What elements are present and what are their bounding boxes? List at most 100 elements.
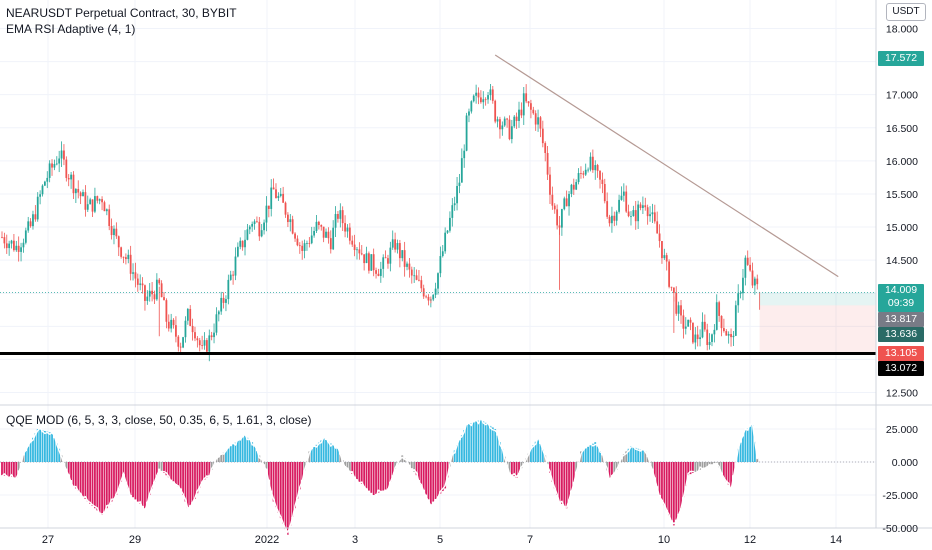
qqe-bar [272,462,275,502]
candle [213,332,215,338]
candle [510,126,513,140]
qqe-bar [699,462,701,470]
qqe-bar [410,462,413,469]
candle [308,243,311,244]
qqe-bar [446,462,449,478]
candle [556,209,559,226]
candle [446,230,449,233]
candle [734,305,737,336]
qqe-bar [451,455,454,462]
candle [17,245,20,252]
qqe-bar [551,462,554,482]
candle [496,119,499,122]
candle [372,254,375,271]
indicator-legend[interactable]: EMA RSI Adaptive (4, 1) [6,22,136,36]
qqe-bar [591,443,594,462]
qqe-bar [663,462,666,506]
qqe-bar [368,462,370,491]
qqe-bar [53,438,56,462]
qqe-bar [205,462,208,478]
qqe-bar [484,422,487,462]
price-tick-label: 15.000 [886,222,918,234]
qqe-bar [8,462,11,477]
candle [687,319,690,327]
candle [158,279,161,284]
candle [160,283,163,298]
candle [236,246,239,257]
candle [410,269,413,276]
qqe-bar [308,451,311,462]
qqe-bar [241,437,244,462]
currency-unit-button[interactable]: USDT [886,3,926,21]
candle [32,214,34,227]
qqe-legend[interactable]: QQE MOD (6, 5, 3, 3, close, 50, 0.35, 6,… [6,413,312,427]
candle [630,216,632,217]
candle [24,230,27,243]
candle [587,169,589,171]
candle [580,173,582,174]
qqe-bar [661,462,663,501]
symbol-legend[interactable]: NEARUSDT Perpetual Contract, 30, BYBIT [6,6,237,20]
qqe-bar [746,428,749,462]
qqe-bar [568,462,570,500]
candle [146,296,149,301]
qqe-bar [489,425,492,462]
candle [179,346,182,348]
candle [558,225,561,228]
candle [675,292,678,314]
qqe-bar [91,462,94,506]
qqe-bar [141,462,144,506]
qqe-bar [751,425,754,462]
qqe-bar [191,462,194,503]
qqe-bar [518,462,520,473]
candle [1,236,3,238]
candle [699,337,701,340]
qqe-bar [79,462,82,494]
candle [701,321,704,338]
candle [672,287,675,293]
last-price: 14.009 [884,284,918,296]
candle [351,240,354,245]
candle [694,334,697,343]
qqe-bar [522,462,525,464]
qqe-bar [739,442,742,462]
qqe-bar [329,443,332,462]
candle [389,247,392,264]
qqe-bar [479,419,482,462]
candle [248,226,251,230]
candle [689,319,692,323]
candle [5,243,8,249]
qqe-bar [124,462,127,482]
qqe-bar [742,436,744,462]
candle [163,297,165,301]
qqe-bar [708,462,711,466]
candle [403,250,406,267]
candle [544,143,547,154]
candle [101,199,103,203]
qqe-bar [98,462,101,513]
candle [706,329,709,345]
qqe-bar [634,447,637,462]
candle [132,272,134,274]
candle [408,263,411,270]
candle [36,196,39,220]
candle [134,272,137,279]
candle [692,322,694,343]
candle [398,243,401,259]
qqe-bar [696,462,699,471]
qqe-bar [677,462,680,514]
qqe-bar [425,462,427,495]
candle [89,199,92,205]
candle [258,221,261,237]
qqe-bar [520,462,523,469]
qqe-tick-label: 0.000 [892,457,918,469]
qqe-bar [358,462,361,482]
qqe-bar [377,462,380,493]
qqe-bar [744,430,747,462]
bar-countdown: 09:39 [887,297,915,309]
candle [499,119,501,130]
qqe-bar [418,462,420,481]
qqe-bar [244,435,246,462]
candle [172,319,175,326]
